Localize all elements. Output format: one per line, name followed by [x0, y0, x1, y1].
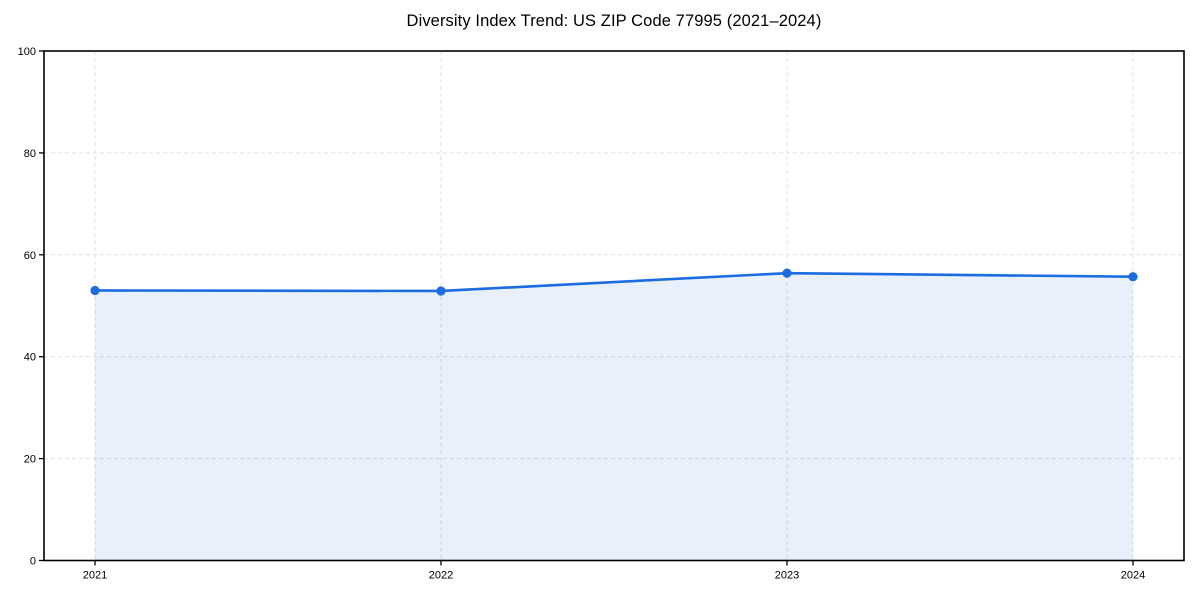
y-tick-label: 100 [18, 46, 36, 58]
data-point-2024 [1128, 272, 1138, 282]
y-tick-label: 0 [30, 556, 36, 568]
data-point-2023 [782, 268, 792, 278]
area-fill [95, 273, 1133, 561]
data-point-2022 [436, 286, 446, 296]
data-point-2021 [90, 285, 100, 296]
trend-line [93, 271, 1135, 293]
y-tick-label: 40 [24, 352, 36, 364]
axes-box [43, 50, 1185, 562]
y-tick-label: 80 [24, 148, 36, 160]
x-tick-label: 2022 [429, 570, 453, 582]
y-tick-label: 20 [24, 454, 36, 466]
chart-title: Diversity Index Trend: US ZIP Code 77995… [406, 12, 822, 30]
x-tick-label: 2021 [83, 570, 107, 582]
x-axis-ticks: 2021 2022 2023 2024 [83, 560, 1145, 582]
x-tick-label: 2024 [1121, 570, 1145, 582]
data-points [90, 268, 1138, 296]
y-axis-ticks: 0 20 40 60 80 100 [18, 46, 44, 568]
y-tick-label: 60 [24, 250, 36, 262]
x-tick-label: 2023 [775, 570, 799, 582]
